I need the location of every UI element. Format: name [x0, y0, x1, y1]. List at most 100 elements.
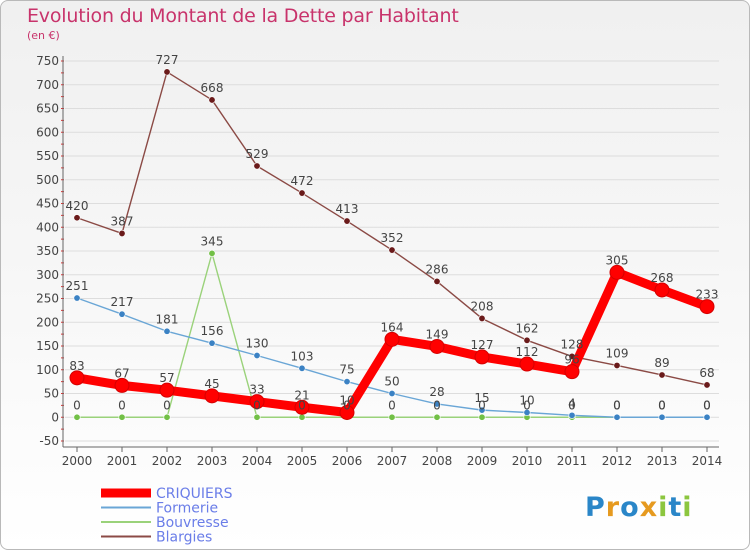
data-point-blargies [433, 277, 441, 285]
data-label-criquiers: 268 [651, 271, 674, 285]
data-point-formerie [433, 400, 441, 408]
data-label-bouvresse: 0 [568, 398, 576, 412]
data-label-blargies: 162 [516, 321, 539, 335]
data-label-blargies: 420 [66, 199, 89, 213]
data-label-criquiers: 164 [381, 320, 404, 334]
data-point-formerie [388, 389, 396, 397]
data-point-bouvresse [163, 413, 171, 421]
data-label-criquiers: 305 [606, 253, 629, 267]
y-tick-label: 400 [36, 220, 59, 234]
data-label-blargies: 529 [246, 147, 269, 161]
data-point-criquiers [384, 331, 400, 347]
y-tick-label: 550 [36, 149, 59, 163]
x-tick-label: 2000 [62, 454, 93, 468]
data-point-criquiers [204, 388, 220, 404]
data-point-blargies [73, 214, 81, 222]
data-label-formerie: 181 [156, 312, 179, 326]
data-point-formerie [208, 339, 216, 347]
data-label-blargies: 128 [561, 337, 584, 351]
data-label-formerie: 4 [568, 396, 576, 410]
logo-letter: o [620, 492, 640, 523]
data-point-bouvresse [253, 413, 261, 421]
y-tick-label: 350 [36, 244, 59, 258]
data-label-formerie: 15 [474, 391, 489, 405]
x-tick-label: 2005 [287, 454, 318, 468]
data-point-formerie [703, 413, 711, 421]
data-label-bouvresse: 0 [253, 398, 261, 412]
data-label-formerie: 217 [111, 295, 134, 309]
logo-letter: P [585, 492, 606, 523]
x-tick-label: 2001 [107, 454, 138, 468]
data-point-blargies [658, 371, 666, 379]
x-tick-label: 2013 [647, 454, 678, 468]
data-label-bouvresse: 0 [163, 398, 171, 412]
data-label-formerie: 0 [703, 398, 711, 412]
x-tick-label: 2007 [377, 454, 408, 468]
data-label-blargies: 286 [426, 262, 449, 276]
data-point-bouvresse [118, 413, 126, 421]
data-label-formerie: 0 [613, 398, 621, 412]
data-label-bouvresse: 345 [201, 234, 224, 248]
data-point-criquiers [654, 282, 670, 298]
data-point-criquiers [339, 405, 355, 420]
data-label-criquiers: 33 [249, 383, 264, 397]
data-label-formerie: 10 [519, 394, 534, 408]
data-point-formerie [523, 408, 531, 416]
data-point-formerie [73, 294, 81, 302]
data-label-formerie: 75 [339, 363, 354, 377]
data-label-criquiers: 67 [114, 366, 129, 380]
x-tick-label: 2009 [467, 454, 498, 468]
data-label-blargies: 727 [156, 53, 179, 67]
data-label-blargies: 668 [201, 81, 224, 95]
y-tick-label: 150 [36, 339, 59, 353]
data-point-formerie [613, 413, 621, 421]
data-point-bouvresse [433, 413, 441, 421]
x-tick-label: 2008 [422, 454, 453, 468]
y-tick-label: 600 [36, 125, 59, 139]
data-label-blargies: 387 [111, 214, 134, 228]
y-tick-label: 0 [51, 410, 59, 424]
data-label-criquiers: 96 [564, 353, 579, 367]
data-point-blargies [208, 96, 216, 104]
data-point-blargies [613, 361, 621, 369]
data-label-criquiers: 233 [696, 288, 719, 302]
data-point-criquiers [249, 394, 265, 410]
y-tick-label: 500 [36, 173, 59, 187]
data-label-criquiers: 149 [426, 327, 449, 341]
data-point-bouvresse [388, 413, 396, 421]
y-tick-label: 200 [36, 315, 59, 329]
y-tick-label: 50 [44, 387, 59, 401]
data-label-bouvresse: 0 [703, 398, 711, 412]
x-tick-label: 2003 [197, 454, 228, 468]
data-point-formerie [343, 378, 351, 386]
data-point-formerie [658, 413, 666, 421]
logo-letter: r [605, 492, 621, 523]
data-label-blargies: 352 [381, 231, 404, 245]
data-label-bouvresse: 0 [523, 398, 531, 412]
data-point-formerie [298, 364, 306, 372]
data-point-criquiers [69, 370, 85, 386]
data-label-blargies: 472 [291, 174, 314, 188]
y-tick-label: 250 [36, 292, 59, 306]
data-label-bouvresse: 0 [433, 398, 441, 412]
logo-letter: i [658, 492, 669, 523]
data-point-blargies [523, 336, 531, 344]
y-tick-label: -50 [39, 434, 59, 448]
data-point-criquiers [429, 338, 445, 354]
data-label-criquiers: 83 [69, 359, 84, 373]
data-label-bouvresse: 0 [298, 398, 306, 412]
proxiti-logo: Proxiti [585, 492, 693, 523]
data-label-formerie: 28 [429, 385, 444, 399]
data-point-blargies [298, 189, 306, 197]
data-point-blargies [118, 229, 126, 237]
x-tick-label: 2014 [692, 454, 723, 468]
data-point-criquiers [294, 399, 310, 415]
data-label-criquiers: 21 [294, 388, 309, 402]
data-label-formerie: 251 [66, 279, 89, 293]
y-tick-label: 700 [36, 78, 59, 92]
data-point-bouvresse [73, 413, 81, 421]
data-label-bouvresse: 0 [118, 398, 126, 412]
data-label-bouvresse: 0 [613, 398, 621, 412]
data-point-bouvresse [298, 413, 306, 421]
